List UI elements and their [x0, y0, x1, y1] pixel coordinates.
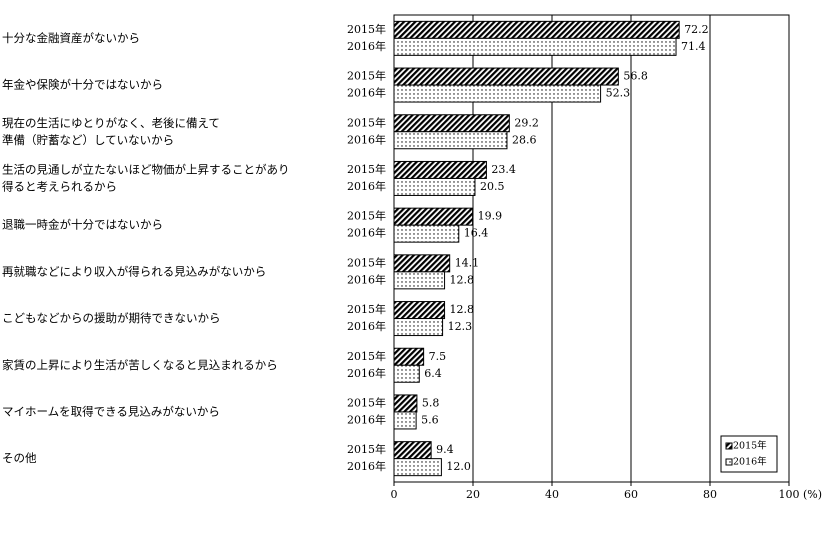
- x-unit: (%): [803, 488, 822, 501]
- bar: [393, 318, 444, 337]
- x-tick-label: 40: [545, 488, 559, 501]
- value-label: 9.4: [436, 443, 454, 456]
- legend-box: [720, 435, 778, 473]
- bar: [393, 458, 442, 477]
- value-label: 19.9: [478, 210, 503, 223]
- value-label: 5.6: [421, 413, 439, 426]
- series-label: 2015年: [347, 69, 386, 83]
- category-label: 年金や保険が十分ではないから: [2, 78, 163, 92]
- value-label: 6.4: [424, 367, 442, 380]
- category-label: 現在の生活にゆとりがなく、老後に備えて: [2, 116, 220, 130]
- bar: [393, 114, 510, 133]
- series-label: 2016年: [347, 179, 386, 193]
- value-label: 12.0: [446, 460, 471, 473]
- bar: [393, 84, 602, 103]
- category-label: 準備（貯蓄など）していないから: [2, 133, 174, 147]
- value-label: 12.8: [450, 303, 475, 316]
- value-label: 12.3: [448, 320, 473, 333]
- bar: [393, 20, 680, 39]
- bar: [393, 160, 487, 179]
- x-tick-label: 80: [703, 488, 717, 501]
- series-label: 2015年: [347, 395, 386, 409]
- bar: [393, 271, 446, 290]
- value-label: 23.4: [491, 163, 516, 176]
- bar: [393, 301, 446, 320]
- series-label: 2015年: [347, 349, 386, 363]
- series-label: 2015年: [347, 255, 386, 269]
- series-label: 2016年: [347, 319, 386, 333]
- bar: [393, 254, 451, 273]
- x-tick-label: 100: [779, 488, 800, 501]
- bar: [393, 131, 508, 150]
- series-label: 2016年: [347, 226, 386, 240]
- value-label: 29.2: [514, 116, 539, 129]
- category-label: 十分な金融資産がないから: [2, 31, 140, 45]
- series-label: 2016年: [347, 272, 386, 286]
- bar: [393, 394, 418, 413]
- bar: [393, 347, 425, 366]
- legend-swatch: [725, 442, 733, 450]
- series-label: 2016年: [347, 366, 386, 380]
- value-label: 28.6: [512, 133, 536, 146]
- series-label: 2016年: [347, 39, 386, 53]
- value-label: 16.4: [464, 227, 489, 240]
- series-label: 2016年: [347, 86, 386, 100]
- bar: [393, 364, 420, 383]
- category-label: こどもなどからの援助が期待できないから: [2, 311, 221, 325]
- bar: [393, 224, 460, 243]
- x-tick-label: 0: [391, 488, 398, 501]
- series-label: 2016年: [347, 459, 386, 473]
- bar: [393, 411, 417, 430]
- value-label: 20.5: [480, 180, 505, 193]
- value-label: 12.8: [450, 273, 475, 286]
- category-label: 得ると考えられるから: [2, 179, 117, 193]
- series-label: 2016年: [347, 132, 386, 146]
- value-label: 71.4: [681, 40, 706, 53]
- category-label: 退職一時金が十分ではないから: [2, 218, 163, 232]
- legend-label: 2015年: [733, 440, 767, 452]
- legend-swatch: [725, 458, 733, 466]
- value-label: 14.1: [455, 256, 480, 269]
- x-tick-label: 60: [624, 488, 638, 501]
- series-label: 2015年: [347, 115, 386, 129]
- series-label: 2015年: [347, 209, 386, 223]
- bar: [393, 67, 619, 86]
- legend-label: 2016年: [733, 456, 767, 468]
- bar: [393, 207, 474, 226]
- series-label: 2016年: [347, 412, 386, 426]
- bar: [393, 37, 677, 56]
- x-tick-label: 20: [466, 488, 480, 501]
- value-label: 52.3: [606, 87, 631, 100]
- series-label: 2015年: [347, 302, 386, 316]
- value-label: 56.8: [623, 70, 648, 83]
- series-label: 2015年: [347, 22, 386, 36]
- value-label: 5.8: [422, 396, 440, 409]
- series-label: 2015年: [347, 442, 386, 456]
- bar: [393, 177, 476, 196]
- category-label: 生活の見通しが立たないほど物価が上昇することがあり: [2, 162, 290, 176]
- bar: [393, 441, 432, 460]
- value-label: 72.2: [684, 23, 709, 36]
- category-label: 家賃の上昇により生活が苦しくなると見込まれるから: [2, 358, 278, 372]
- category-label: マイホームを取得できる見込みがないから: [2, 404, 220, 418]
- value-label: 7.5: [429, 350, 447, 363]
- series-label: 2015年: [347, 162, 386, 176]
- category-label: その他: [2, 451, 37, 465]
- category-label: 再就職などにより収入が得られる見込みがないから: [2, 264, 266, 278]
